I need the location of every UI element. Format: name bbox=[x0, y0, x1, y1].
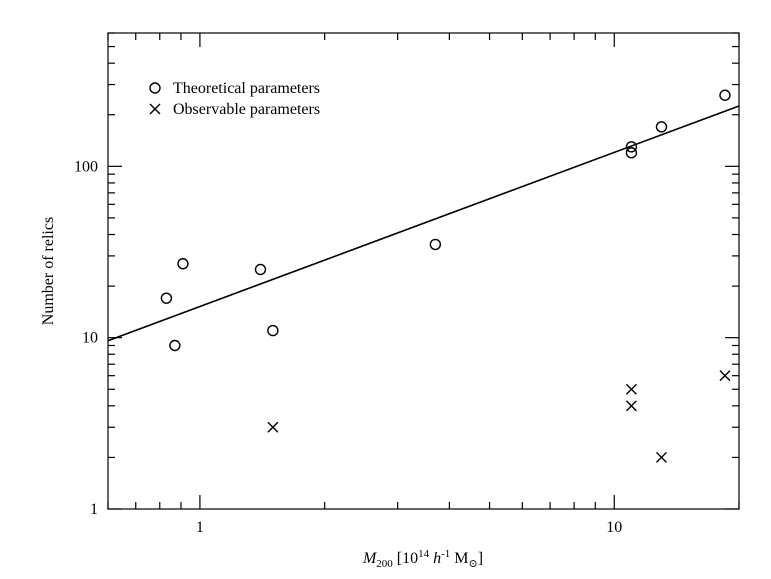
legend-label-observable: Observable parameters bbox=[173, 101, 320, 118]
y-tick-label: 10 bbox=[82, 330, 98, 347]
tick-labels: 1 10 1 10 100 bbox=[74, 158, 622, 536]
x-tick-label: 1 bbox=[196, 519, 204, 536]
y-axis-label: Number of relics bbox=[40, 217, 57, 325]
theoretical-point bbox=[655, 121, 668, 133]
x-label-bracket-open: [10 bbox=[393, 550, 418, 567]
legend-x-marker bbox=[149, 103, 161, 115]
theoretical-point bbox=[429, 238, 442, 251]
observable-point bbox=[719, 370, 731, 382]
x-tick-label: 10 bbox=[606, 519, 622, 536]
x-axis-label: M200 [1014 h-1 M⊙] bbox=[362, 548, 483, 570]
x-label-subscript: 200 bbox=[376, 558, 393, 570]
x-label-symbol: M bbox=[362, 550, 378, 567]
y-tick-label: 100 bbox=[74, 158, 98, 175]
observable-point bbox=[625, 383, 637, 395]
fit-line bbox=[107, 105, 740, 342]
theoretical-point bbox=[160, 292, 173, 304]
data-markers bbox=[160, 89, 731, 463]
observable-point bbox=[267, 421, 279, 433]
x-label-h: h bbox=[429, 550, 441, 567]
y-tick-label: 1 bbox=[90, 501, 98, 518]
theoretical-point bbox=[169, 339, 181, 352]
observable-point bbox=[625, 400, 637, 412]
theoretical-point bbox=[177, 258, 189, 270]
theoretical-point bbox=[625, 147, 638, 159]
axis-ticks bbox=[107, 32, 740, 510]
x-label-unit-subscript: ⊙ bbox=[469, 558, 478, 570]
x-label-exponent: 14 bbox=[418, 548, 430, 560]
theoretical-point bbox=[719, 89, 731, 101]
legend-circle-marker bbox=[149, 82, 161, 94]
x-label-h-exponent: -1 bbox=[441, 548, 450, 560]
plot-frame bbox=[107, 32, 740, 510]
x-label-unit: M bbox=[450, 550, 468, 567]
theoretical-point bbox=[254, 263, 267, 276]
theoretical-point bbox=[625, 141, 638, 153]
theoretical-point bbox=[267, 324, 279, 337]
legend: Theoretical parameters Observable parame… bbox=[149, 80, 320, 118]
observable-point bbox=[655, 451, 667, 463]
x-label-bracket-close: ] bbox=[478, 550, 483, 567]
legend-label-theoretical: Theoretical parameters bbox=[173, 80, 320, 97]
